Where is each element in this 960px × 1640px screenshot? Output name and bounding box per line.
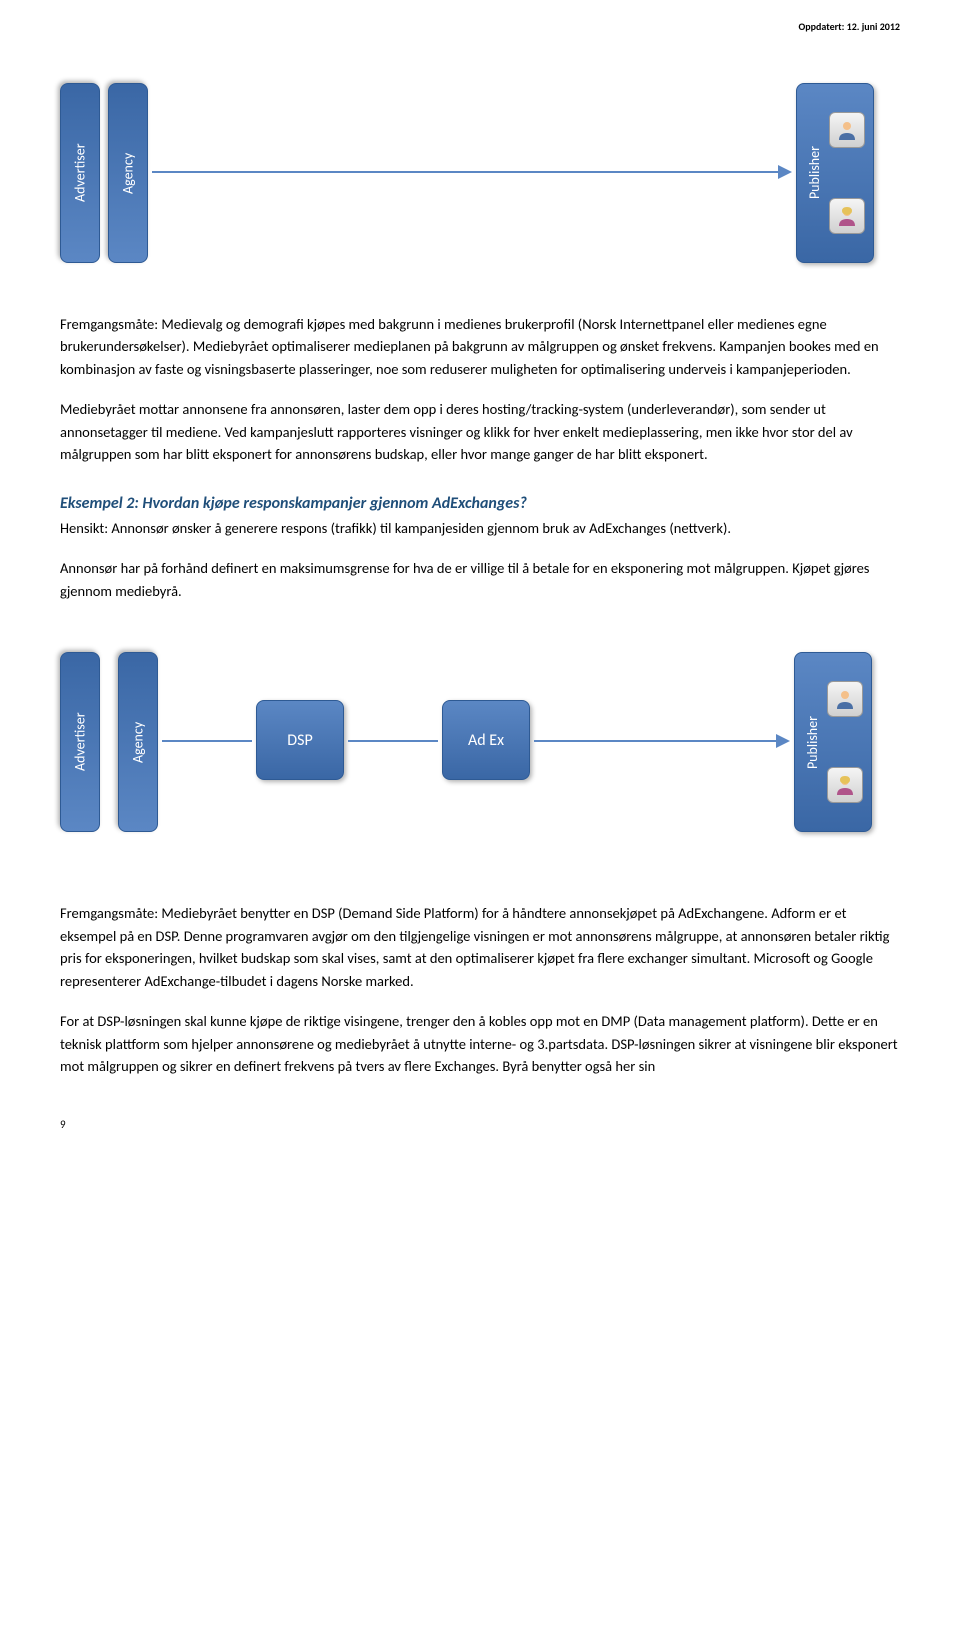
node-advertiser-2: Advertiser <box>60 652 100 832</box>
publisher-label-2: Publisher <box>804 716 821 769</box>
avatar-stack-2 <box>827 681 863 803</box>
arrow-line-2c <box>534 740 778 742</box>
arrow-line-1 <box>152 171 780 173</box>
node-agency: Agency <box>108 83 148 263</box>
arrow-head-2 <box>776 734 790 748</box>
node-advertiser: Advertiser <box>60 83 100 263</box>
node-agency-2: Agency <box>118 652 158 832</box>
header-updated: Oppdatert: 12. juni 2012 <box>60 20 900 33</box>
arrow-line-2b <box>348 740 438 742</box>
paragraph-1: Fremgangsmåte: Medievalg og demografi kj… <box>60 313 900 380</box>
page-number: 9 <box>60 1118 900 1131</box>
paragraph-6: For at DSP-løsningen skal kunne kjøpe de… <box>60 1010 900 1077</box>
paragraph-2: Mediebyrået mottar annonsene fra annonsø… <box>60 398 900 465</box>
paragraph-4: Annonsør har på forhånd definert en maks… <box>60 557 900 602</box>
diagram-1: Advertiser Agency Publisher <box>60 73 900 273</box>
avatar-icon <box>829 198 865 234</box>
node-publisher-2: Publisher <box>794 652 872 832</box>
paragraph-5: Fremgangsmåte: Mediebyrået benytter en D… <box>60 902 900 992</box>
arrow-line-2a <box>162 740 252 742</box>
avatar-icon <box>829 112 865 148</box>
heading-eksempel2: Eksempel 2: Hvordan kjøpe responskampanj… <box>60 494 900 513</box>
node-adex: Ad Ex <box>442 700 530 780</box>
publisher-label: Publisher <box>806 146 823 199</box>
node-publisher: Publisher <box>796 83 874 263</box>
diagram-2: Advertiser Agency DSP Ad Ex Publisher <box>60 642 900 842</box>
avatar-icon <box>827 681 863 717</box>
avatar-icon <box>827 767 863 803</box>
node-dsp: DSP <box>256 700 344 780</box>
paragraph-3: Hensikt: Annonsør ønsker å generere resp… <box>60 517 900 539</box>
arrow-head-1 <box>778 165 792 179</box>
avatar-stack <box>829 112 865 234</box>
